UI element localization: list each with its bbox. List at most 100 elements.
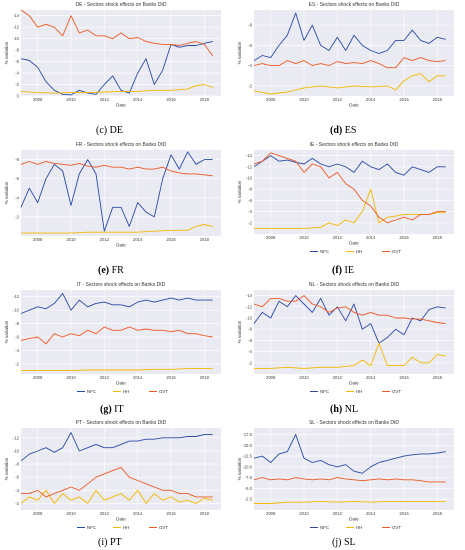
chart-panel-de: DE - Sectors shock effects on Banks DtD -… — [3, 0, 227, 112]
y-tick-label-sl: -17.5 — [242, 432, 252, 437]
y-tick-label-nl: -10 — [246, 316, 253, 321]
x-axis-label-es: Date — [349, 103, 359, 108]
chart-svg-pt: PT - Sectors shock effects on Banks DtD -… — [4, 420, 221, 530]
y-tick-label-ie: -14 — [246, 153, 253, 158]
chart-title-ie: IE - Sectors shock effects on Banks DtD — [310, 142, 399, 148]
x-tick-label-ie: 2018 — [433, 235, 443, 240]
legend-label-gvt-nl: GVT — [392, 389, 401, 394]
series-line-nfc-sl — [253, 434, 446, 474]
series-line-hh-sl — [254, 500, 446, 504]
chart-title-es: ES - Sectors shock effects on Banks DtD — [309, 2, 400, 8]
x-tick-label-it: 2010 — [66, 375, 76, 380]
series-line-gvt-fr — [20, 161, 213, 177]
chart-title-sl: SL - Sectors shock effects on Banks DtD — [309, 420, 399, 426]
series-line-hh-nl — [254, 342, 446, 369]
x-tick-label-ie: 2012 — [333, 235, 343, 240]
y-tick-label-sl: -2.5 — [245, 497, 253, 502]
y-tick-label-de: -10 — [13, 36, 20, 41]
chart-panel-fr: FR - Sectors shock effects on Banks DtD -… — [3, 140, 227, 252]
x-tick-label-it: 2016 — [166, 375, 176, 380]
y-tick-label-es: -6 — [248, 43, 252, 48]
chart-panel-pt: PT - Sectors shock effects on Banks DtD -… — [3, 418, 227, 534]
y-tick-label-fr: -6 — [15, 176, 19, 181]
y-tick-label-es: -2 — [248, 83, 252, 88]
x-tick-label-fr: 2018 — [200, 237, 210, 242]
y-tick-label-fr: -2 — [15, 214, 19, 219]
x-axis-label-pt: Date — [116, 517, 126, 522]
caption-pt: (i) PT — [98, 537, 122, 548]
x-tick-label-de: 2016 — [166, 97, 176, 102]
plot-area-es — [254, 10, 454, 96]
series-line-gvt-nl — [253, 295, 446, 325]
series-line-hh-it — [21, 368, 213, 372]
y-tick-label-es: -8 — [248, 23, 252, 28]
chart-panel-it: IT - Sectors shock effects on Banks DtD -… — [3, 280, 227, 398]
chart-title-it: IT - Sectors shock effects on Banks DtD — [77, 282, 166, 288]
chart-panel-nl: NL - Sectors shock effects on Banks DtD -… — [236, 280, 460, 398]
x-tick-label-ie: 2008 — [266, 235, 276, 240]
y-axis-label-de: % variation — [4, 41, 9, 64]
y-tick-label-sl: -7.5 — [245, 475, 253, 480]
y-axis-label-sl: % variation — [237, 457, 242, 480]
y-tick-label-ie: -4 — [248, 209, 252, 214]
y-axis-label-pt: % variation — [4, 457, 9, 480]
chart-svg-fr: FR - Sectors shock effects on Banks DtD -… — [4, 142, 221, 248]
y-tick-label-de: -4 — [15, 71, 19, 76]
y-axis-label-it: % variation — [4, 320, 9, 343]
x-tick-label-pt: 2018 — [200, 511, 210, 516]
legend-label-gvt-it: GVT — [159, 389, 168, 394]
x-tick-label-pt: 2012 — [100, 511, 110, 516]
x-tick-label-pt: 2008 — [33, 511, 43, 516]
y-tick-label-de: -12 — [13, 25, 20, 30]
x-tick-label-fr: 2016 — [166, 237, 176, 242]
x-tick-label-it: 2018 — [200, 375, 210, 380]
x-tick-label-sl: 2012 — [333, 511, 343, 516]
plot-area-sl — [254, 428, 454, 510]
x-tick-label-fr: 2008 — [33, 237, 43, 242]
series-line-gvt-es — [253, 57, 446, 69]
y-tick-label-pt: -2 — [15, 501, 19, 506]
y-tick-label-nl: -2 — [248, 360, 252, 365]
y-tick-label-ie: -6 — [248, 198, 252, 203]
y-tick-label-fr: -8 — [15, 157, 19, 162]
y-tick-label-ie: -12 — [246, 164, 253, 169]
x-tick-label-ie: 2016 — [399, 235, 409, 240]
y-tick-label-nl: -4 — [248, 349, 252, 354]
chart-title-nl: NL - Sectors shock effects on Banks DtD — [309, 282, 400, 288]
series-line-nfc-it — [20, 292, 213, 314]
y-tick-label-nl: -14 — [246, 293, 253, 298]
legend-label-hh-sl: HH — [356, 525, 362, 530]
caption-sl: (j) SL — [332, 537, 356, 548]
series-line-nfc-fr — [20, 151, 213, 232]
legend-label-nfc-it: NFC — [87, 389, 96, 394]
legend-label-nfc-sl: NFC — [320, 525, 329, 530]
y-tick-label-ie: -8 — [248, 187, 252, 192]
chart-panel-ie: IE - Sectors shock effects on Banks DtD -… — [236, 140, 460, 258]
x-tick-label-pt: 2014 — [133, 511, 143, 516]
y-tick-label-it: -4 — [15, 348, 19, 353]
x-tick-label-sl: 2016 — [399, 511, 409, 516]
x-tick-label-pt: 2016 — [166, 511, 176, 516]
legend-label-nfc-nl: NFC — [320, 389, 329, 394]
legend-label-hh-ie: HH — [356, 249, 362, 254]
series-line-hh-es — [253, 73, 446, 95]
y-tick-label-sl: -10.0 — [242, 464, 252, 469]
legend-label-hh-it: HH — [123, 389, 129, 394]
x-tick-label-nl: 2012 — [333, 375, 343, 380]
caption-ie: (f) IE — [332, 265, 354, 276]
x-tick-label-fr: 2014 — [133, 237, 143, 242]
y-tick-label-pt: -10 — [13, 448, 20, 453]
x-tick-label-sl: 2010 — [299, 511, 309, 516]
chart-svg-it: IT - Sectors shock effects on Banks DtD -… — [4, 282, 221, 394]
plot-area-de — [21, 10, 221, 96]
chart-svg-sl: SL - Sectors shock effects on Banks DtD -… — [237, 420, 454, 530]
y-tick-label-sl: -15.0 — [242, 443, 252, 448]
series-line-nfc-nl — [253, 295, 446, 344]
x-axis-label-it: Date — [116, 381, 126, 386]
y-axis-label-ie: % variation — [237, 180, 242, 203]
x-tick-label-sl: 2018 — [433, 511, 443, 516]
series-line-nfc-es — [253, 12, 446, 61]
x-tick-label-pt: 2010 — [66, 511, 76, 516]
x-tick-label-es: 2014 — [366, 97, 376, 102]
chart-svg-de: DE - Sectors shock effects on Banks DtD -… — [4, 2, 221, 108]
